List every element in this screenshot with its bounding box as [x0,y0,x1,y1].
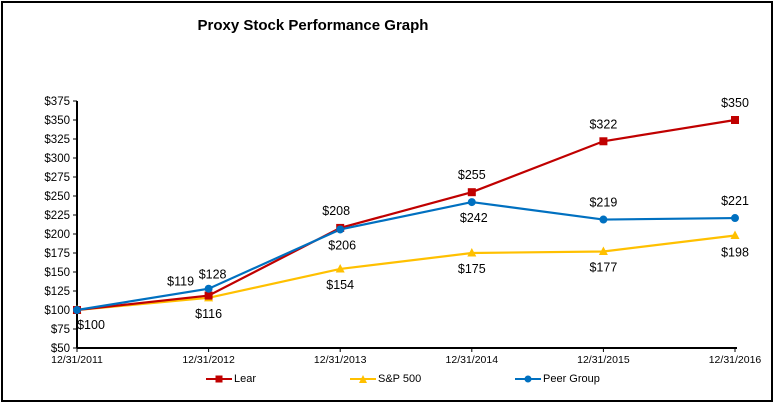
data-point-triangle [730,230,740,240]
data-point-square [467,188,476,197]
data-label: $116 [195,307,222,321]
data-point-circle [731,214,739,223]
data-point-square [731,116,739,124]
data-point-circle [599,215,608,224]
y-tick-label: $175 [44,248,70,260]
legend-item-peer-group: Peer Group [515,373,600,385]
legend-marker-circle-icon [515,375,541,383]
legend-marker-square-icon [206,375,232,383]
data-label: $255 [458,168,486,182]
legend: Lear S&P 500 Peer Group [3,373,771,391]
y-tick-label: $225 [44,210,70,222]
y-tick-label: $50 [51,343,70,355]
x-tick-label: 12/31/2014 [446,354,499,366]
data-point-circle [73,306,81,314]
legend-label: Lear [234,373,257,385]
data-point-triangle [335,263,345,273]
x-tick-label: 12/31/2013 [314,354,367,366]
x-tick-label: 12/31/2015 [577,354,630,366]
data-point-circle [336,225,345,234]
data-label: $198 [721,246,749,260]
y-tick-label: $100 [44,305,70,317]
data-label: $208 [322,204,350,218]
x-tick-label: 12/31/2012 [182,354,235,366]
y-tick-label: $250 [44,191,70,203]
y-tick-label: $300 [44,153,70,165]
data-label: $350 [721,96,749,110]
y-tick-label: $375 [44,96,70,108]
data-point-square [599,137,608,146]
series-line-lear [76,118,736,312]
legend-marker-triangle-icon [350,375,376,383]
series-line-s-p-500 [76,234,736,312]
data-point-triangle [467,248,477,257]
data-label: $177 [589,260,617,274]
data-label: $100 [77,318,105,332]
legend-label: Peer Group [543,373,600,385]
y-tick-label: $125 [44,286,70,298]
series-line-peer-group [76,200,736,312]
data-label: $242 [460,211,488,225]
data-label: $175 [458,262,486,276]
legend-label: S&P 500 [378,373,422,385]
y-tick-label: $325 [44,134,70,146]
chart-title: Proxy Stock Performance Graph [197,17,429,34]
data-point-circle [204,284,213,293]
y-tick-label: $75 [51,324,70,336]
data-point-circle [467,198,476,207]
y-tick-label: $150 [44,267,70,279]
data-point-triangle [598,246,608,255]
x-tick-label: 12/31/2016 [709,354,762,366]
data-label: $221 [721,194,749,208]
data-label: $206 [328,238,356,252]
data-label: $219 [589,196,617,210]
data-label: $119 [167,275,194,289]
x-tick-label: 12/31/2011 [51,354,103,366]
data-point-square [204,291,213,300]
data-label: $154 [326,278,354,292]
y-tick-label: $200 [44,229,70,241]
data-label: $128 [199,268,227,282]
legend-item-sp500: S&P 500 [350,373,421,385]
y-tick-label: $275 [44,172,70,184]
y-tick-label: $350 [44,115,70,127]
line-chart: $50 $75 $100 $125 $150 $175 $200 $225 $250 $275 $3… [44,96,762,366]
data-label: $322 [589,117,617,131]
legend-item-lear: Lear [206,373,256,385]
